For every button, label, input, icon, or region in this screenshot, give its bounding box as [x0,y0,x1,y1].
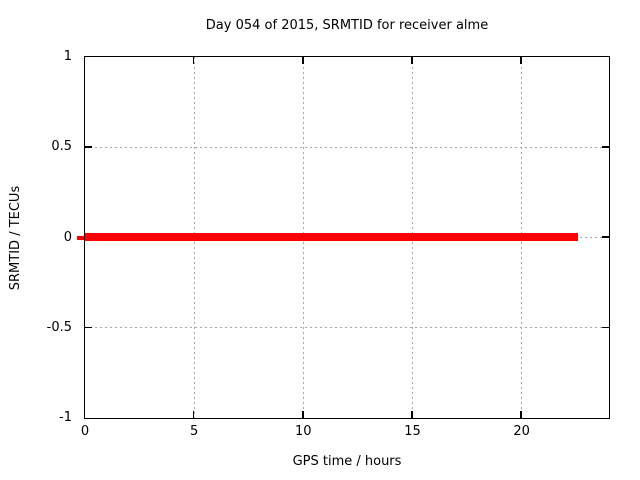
x-axis-label: GPS time / hours [292,454,402,469]
x-tick-label: 20 [513,424,530,439]
y-tick-label: 0 [63,229,72,245]
x-tick-top [302,56,304,64]
x-tick-bottom [411,410,413,418]
x-tick-top [192,56,195,64]
y-gridline [84,146,609,148]
y-tick-right [601,146,609,148]
y-tick-left [84,326,92,328]
x-tick-label: 15 [404,424,421,439]
x-tick-bottom [302,410,304,418]
plot-area [83,55,610,419]
y-gridline [84,327,609,329]
x-tick-bottom [520,410,522,418]
x-tick-top [411,56,413,64]
x-tick-label: 0 [80,424,90,439]
y-tick-label: -1 [59,410,72,425]
y-tick-right [601,236,609,238]
chart-title: Day 054 of 2015, SRMTID for receiver alm… [205,18,489,33]
y-tick-left [84,146,92,148]
x-tick-top [520,56,522,64]
y-tick-label: -0.5 [46,319,72,335]
y-tick-label: 1 [63,49,72,64]
series-line-srmtid [84,233,578,241]
y-tick-right [601,326,609,328]
x-tick-bottom [192,410,195,418]
x-tick-label: 10 [295,424,312,439]
zero-red-tick-mark [77,235,84,240]
y-tick-label: 0.5 [51,139,72,155]
x-tick-label: 5 [190,424,199,439]
